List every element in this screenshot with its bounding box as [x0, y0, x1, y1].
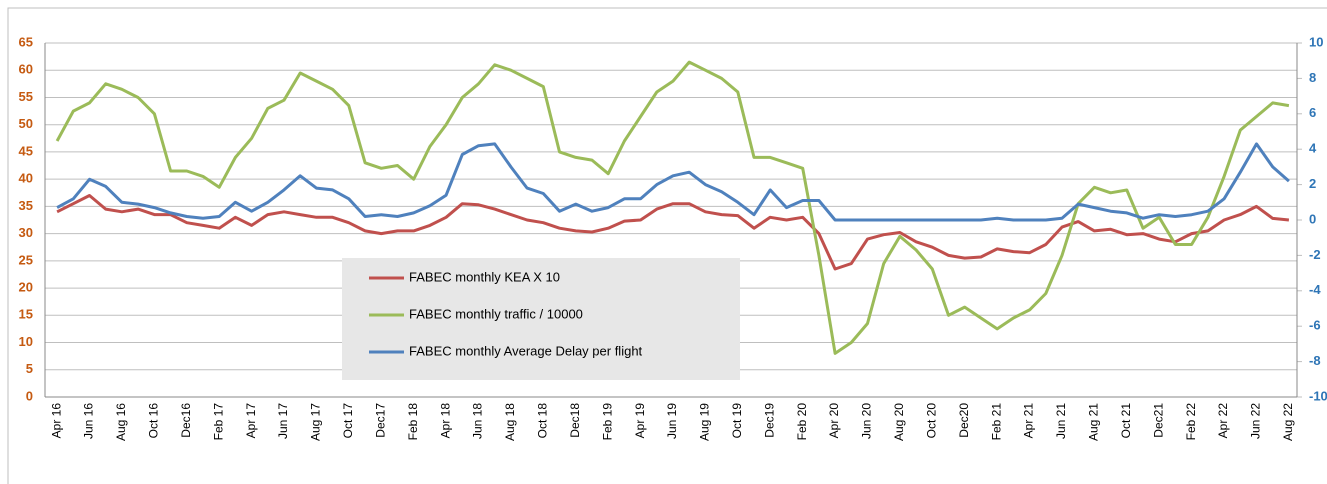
- legend-label: FABEC monthly traffic / 10000: [409, 306, 583, 321]
- x-tick-label: Oct 16: [147, 403, 161, 439]
- y-tick-label: 35: [19, 198, 33, 213]
- y2-tick-label: -8: [1309, 353, 1321, 368]
- x-tick-label: Dec16: [179, 403, 193, 438]
- x-tick-label: Oct 19: [730, 403, 744, 439]
- y-tick-label: 15: [19, 307, 33, 322]
- y-tick-label: 30: [19, 225, 33, 240]
- y-tick-label: 0: [26, 388, 33, 403]
- y-tick-label: 25: [19, 252, 33, 267]
- x-tick-label: Aug 22: [1281, 403, 1295, 441]
- y2-tick-label: 10: [1309, 34, 1323, 49]
- x-tick-label: Oct 20: [924, 403, 938, 439]
- x-tick-label: Aug 16: [114, 403, 128, 441]
- x-tick-label: Jun 18: [471, 403, 485, 439]
- x-tick-label: Dec19: [762, 403, 776, 438]
- plot-lines: [55, 60, 1290, 355]
- y-tick-label: 20: [19, 280, 33, 295]
- series-line: [56, 142, 1290, 222]
- legend: FABEC monthly KEA X 10 FABEC monthly traf…: [342, 258, 740, 380]
- x-tick-label: Apr 16: [49, 403, 63, 439]
- x-tick-label: Oct 17: [341, 403, 355, 439]
- x-tick-label: Feb 19: [600, 403, 614, 441]
- y-tick-label: 45: [19, 143, 33, 158]
- y-tick-label: 55: [19, 89, 33, 104]
- chart-frame: [7, 7, 1327, 484]
- x-tick-label: Apr 19: [633, 403, 647, 439]
- x-tick-label: Dec17: [373, 403, 387, 438]
- y2-tick-label: 2: [1309, 176, 1316, 191]
- x-tick-label: Aug 17: [309, 403, 323, 441]
- x-tick-label: Feb 17: [211, 403, 225, 441]
- x-tick-label: Jun 16: [82, 403, 96, 439]
- x-tick-label: Aug 20: [892, 403, 906, 441]
- x-tick-label: Dec20: [957, 403, 971, 438]
- x-tick-label: Jun 21: [1054, 403, 1068, 439]
- y2-tick-label: 6: [1309, 105, 1316, 120]
- y2-tick-label: 0: [1309, 211, 1316, 226]
- x-tick-label: Dec18: [568, 403, 582, 438]
- legend-box: [342, 258, 740, 380]
- y-tick-label: 50: [19, 116, 33, 131]
- x-tick-label: Feb 18: [406, 403, 420, 441]
- x-tick-label: Apr 17: [244, 403, 258, 439]
- x-tick-label: Aug 19: [698, 403, 712, 441]
- x-tick-label: Apr 21: [1022, 403, 1036, 439]
- x-tick-label: Feb 20: [795, 403, 809, 441]
- x-tick-label: Aug 21: [1087, 403, 1101, 441]
- y2-tick-label: -2: [1309, 247, 1321, 262]
- y-tick-label: 5: [26, 361, 33, 376]
- x-tick-label: Jun 20: [860, 403, 874, 439]
- y-tick-label: 10: [19, 334, 33, 349]
- x-tick-label: Feb 21: [989, 403, 1003, 441]
- legend-label: FABEC monthly Average Delay per flight: [409, 343, 643, 358]
- y-tick-label: 40: [19, 171, 33, 186]
- x-tick-label: Apr 22: [1216, 403, 1230, 439]
- series-line: [55, 60, 1290, 355]
- x-tick-label: Apr 18: [438, 403, 452, 439]
- y2-tick-label: -6: [1309, 318, 1321, 333]
- x-tick-label: Oct 21: [1119, 403, 1133, 439]
- y2-tick-label: 4: [1309, 141, 1317, 156]
- y-tick-label: 65: [19, 34, 33, 49]
- x-tick-label: Feb 22: [1184, 403, 1198, 441]
- x-tick-label: Jun 17: [276, 403, 290, 439]
- x-tick-label: Aug 18: [503, 403, 517, 441]
- legend-label: FABEC monthly KEA X 10: [409, 269, 560, 284]
- y-tick-label: 60: [19, 62, 33, 77]
- y2-tick-label: -4: [1309, 282, 1321, 297]
- x-tick-label: Jun 22: [1249, 403, 1263, 439]
- grid: 0 5 10 15 20 25 30 35 40 45 50 55 60 65 -10 -8 -6 -4 -2 0 2 4…: [19, 34, 1327, 441]
- y2-tick-label: -10: [1309, 388, 1327, 403]
- series-line: [56, 194, 1290, 271]
- x-tick-label: Jun 19: [665, 403, 679, 439]
- x-tick-label: Dec21: [1151, 403, 1165, 438]
- y2-tick-label: 8: [1309, 70, 1316, 85]
- x-tick-label: Oct 18: [536, 403, 550, 439]
- x-tick-label: Apr 20: [827, 403, 841, 439]
